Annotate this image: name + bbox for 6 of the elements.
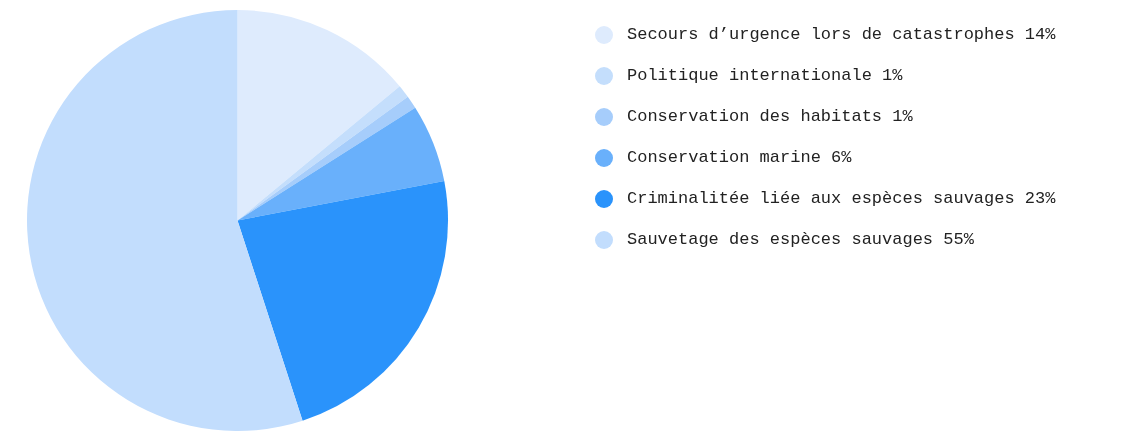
legend-label: Criminalitée liée aux espèces sauvages 23%: [627, 189, 1056, 208]
legend-label: Politique internationale 1%: [627, 66, 903, 85]
legend-label: Secours d’urgence lors de catastrophes 14%: [627, 25, 1056, 44]
legend-label: Conservation marine 6%: [627, 148, 852, 167]
legend-label: Conservation des habitats 1%: [627, 107, 913, 126]
legend-label: Sauvetage des espèces sauvages 55%: [627, 230, 974, 249]
